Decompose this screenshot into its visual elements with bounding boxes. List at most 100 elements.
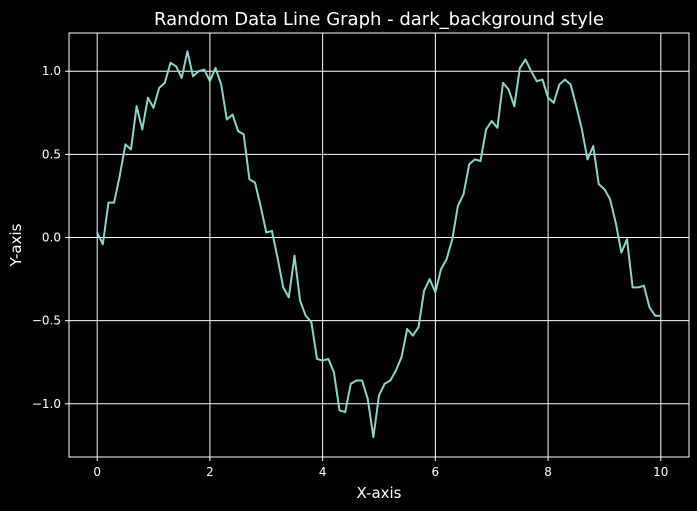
data-point bbox=[609, 198, 611, 201]
data-point bbox=[620, 251, 623, 254]
data-point bbox=[423, 289, 425, 292]
data-point bbox=[389, 379, 392, 382]
data-point bbox=[327, 358, 330, 360]
data-point bbox=[400, 356, 403, 359]
data-point bbox=[214, 67, 217, 69]
data-point bbox=[395, 369, 397, 372]
data-point bbox=[490, 120, 493, 122]
data-point bbox=[631, 286, 634, 289]
data-point bbox=[411, 334, 414, 337]
data-point bbox=[344, 411, 347, 413]
data-point bbox=[124, 143, 127, 146]
data-point bbox=[558, 83, 561, 86]
data-point bbox=[547, 96, 549, 99]
chart-title: Random Data Line Graph - dark_background… bbox=[154, 9, 604, 30]
data-point bbox=[135, 105, 138, 108]
data-point bbox=[163, 82, 166, 84]
data-point bbox=[254, 181, 256, 184]
data-point bbox=[479, 160, 482, 162]
data-point bbox=[406, 328, 409, 330]
data-point bbox=[203, 68, 206, 71]
data-point bbox=[626, 238, 628, 241]
y-tick-label: 0.0 bbox=[42, 231, 61, 245]
y-tick-label: 1.0 bbox=[42, 64, 61, 78]
data-point bbox=[434, 291, 437, 294]
data-point bbox=[513, 105, 516, 108]
plot-frame bbox=[68, 32, 690, 458]
data-point bbox=[310, 321, 313, 324]
data-point bbox=[519, 67, 521, 69]
data-point bbox=[299, 299, 301, 302]
data-point bbox=[147, 96, 149, 99]
data-point bbox=[101, 243, 104, 246]
data-point bbox=[355, 379, 358, 382]
data-point bbox=[118, 175, 121, 177]
x-tick-label: 8 bbox=[544, 465, 552, 479]
data-point bbox=[107, 201, 110, 204]
y-axis-ticks: −1.0 −0.5 0.0 0.5 1.0 bbox=[32, 64, 69, 411]
data-point bbox=[276, 256, 279, 259]
data-point bbox=[383, 382, 386, 385]
data-point bbox=[581, 128, 583, 131]
data-point bbox=[552, 101, 555, 104]
y-tick-label: −1.0 bbox=[32, 397, 61, 411]
x-tick-label: 6 bbox=[432, 465, 440, 479]
data-point bbox=[361, 379, 363, 382]
data-point bbox=[321, 359, 324, 362]
data-point bbox=[659, 314, 662, 317]
data-point bbox=[417, 326, 420, 329]
x-axis-ticks: 0 2 4 6 8 10 bbox=[93, 457, 668, 479]
data-point bbox=[141, 128, 144, 131]
data-point bbox=[485, 128, 487, 131]
data-point bbox=[378, 394, 380, 397]
data-point bbox=[180, 77, 183, 79]
data-point bbox=[259, 205, 262, 207]
x-tick-label: 4 bbox=[319, 465, 327, 479]
data-point bbox=[248, 178, 251, 181]
x-tick-label: 2 bbox=[206, 465, 214, 479]
data-point bbox=[541, 78, 544, 81]
data-point bbox=[192, 75, 194, 78]
data-point bbox=[462, 193, 465, 196]
data-point bbox=[468, 163, 471, 166]
data-point bbox=[152, 106, 155, 109]
data-point bbox=[575, 105, 578, 108]
data-point bbox=[530, 70, 533, 73]
data-point bbox=[130, 148, 132, 151]
data-point bbox=[96, 231, 99, 234]
y-tick-label: 0.5 bbox=[42, 147, 61, 161]
data-point bbox=[502, 82, 504, 84]
data-point bbox=[597, 183, 600, 186]
data-point bbox=[237, 130, 240, 133]
data-point bbox=[440, 268, 442, 270]
data-point bbox=[564, 78, 566, 81]
data-point bbox=[643, 284, 645, 287]
data-point bbox=[158, 87, 161, 89]
data-point bbox=[366, 397, 369, 400]
data-point bbox=[614, 221, 617, 224]
data-point bbox=[372, 436, 375, 438]
data-point bbox=[113, 201, 115, 204]
data-point bbox=[592, 145, 595, 148]
data-point bbox=[175, 65, 178, 68]
data-point bbox=[445, 258, 448, 260]
data-point bbox=[242, 133, 245, 136]
data-point bbox=[603, 188, 606, 191]
data-point bbox=[473, 158, 476, 161]
data-point bbox=[637, 286, 640, 289]
data-point bbox=[316, 358, 318, 360]
data-point bbox=[287, 296, 290, 299]
data-point bbox=[282, 286, 285, 289]
data-point bbox=[304, 314, 307, 317]
data-point bbox=[338, 409, 341, 412]
x-axis-label: X-axis bbox=[357, 484, 402, 502]
data-point bbox=[225, 118, 228, 121]
data-point bbox=[209, 80, 211, 83]
data-point bbox=[451, 238, 454, 241]
data-point bbox=[186, 50, 189, 53]
data-point bbox=[220, 83, 223, 86]
data-point bbox=[231, 113, 234, 116]
data-point bbox=[169, 62, 172, 64]
